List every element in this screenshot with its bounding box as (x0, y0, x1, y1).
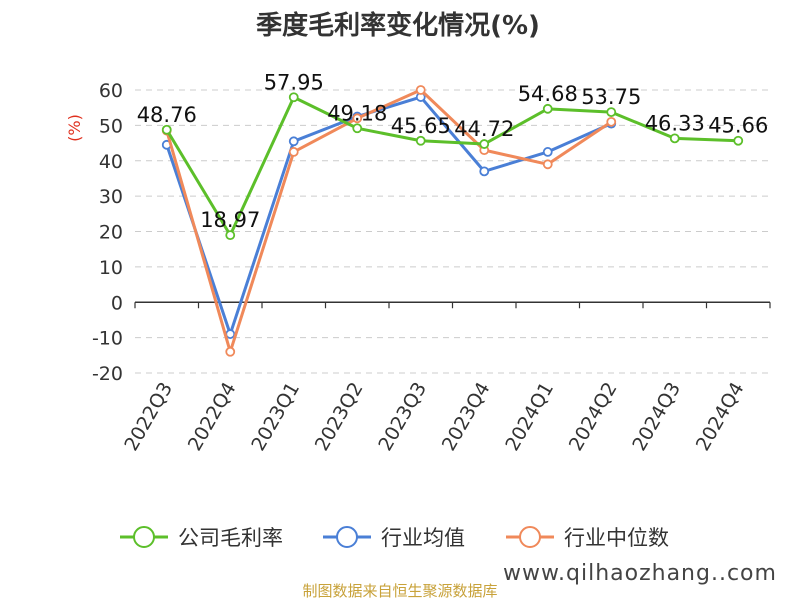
data-point (669, 133, 680, 144)
x-tick-label: 2024Q1 (501, 379, 558, 455)
data-point (161, 124, 172, 135)
data-point (288, 136, 299, 147)
data-point (415, 85, 426, 95)
y-tick-label: 30 (99, 186, 123, 208)
x-tick-label: 2024Q4 (692, 379, 749, 455)
series (161, 85, 744, 357)
y-tick-label: -20 (92, 363, 123, 385)
data-label: 54.68 (518, 82, 578, 106)
data-label: 57.95 (264, 70, 324, 94)
legend-label: 行业均值 (381, 526, 465, 550)
legend-marker (133, 526, 155, 548)
watermark: www.qilhaozhang..com (503, 561, 777, 586)
y-tick-label: 60 (99, 80, 123, 102)
data-point (225, 230, 236, 241)
x-tick-label: 2022Q4 (184, 379, 241, 455)
gridlines (135, 89, 770, 374)
y-tick-label: -10 (92, 328, 123, 350)
data-point (606, 107, 617, 118)
y-tick-label: 50 (99, 115, 123, 137)
x-tick-label: 2023Q3 (374, 379, 431, 455)
x-tick-label: 2023Q4 (438, 379, 495, 455)
y-axis-label: (%) (65, 114, 84, 142)
data-point (542, 159, 553, 170)
data-label: 45.65 (391, 114, 451, 138)
data-label: 45.66 (708, 114, 768, 138)
y-tick-label: 40 (99, 151, 123, 173)
data-point (415, 135, 426, 146)
data-point (479, 139, 490, 149)
series-line (165, 88, 613, 354)
legend: 公司毛利率 行业均值 行业中位数 (120, 526, 669, 550)
legend-marker (519, 526, 541, 548)
data-point (225, 346, 236, 357)
data-point (606, 116, 617, 127)
data-label: 18.97 (200, 208, 260, 232)
legend-label: 公司毛利率 (178, 526, 283, 550)
y-tick-label: 20 (99, 222, 123, 244)
source-note: 制图数据来自恒生聚源数据库 (302, 582, 497, 600)
legend-marker (336, 526, 358, 548)
data-point (352, 123, 363, 134)
x-tick-label: 2024Q2 (565, 379, 622, 455)
data-label: 46.33 (645, 111, 705, 135)
chart-title: 季度毛利率变化情况(%) (256, 10, 540, 41)
data-point (542, 103, 553, 114)
data-point (479, 166, 490, 177)
legend-label: 行业中位数 (564, 526, 669, 550)
y-tick-label: 0 (111, 292, 123, 314)
data-label: 48.76 (137, 103, 197, 127)
x-tick-label: 2023Q1 (247, 379, 304, 455)
y-tick-label: 10 (99, 257, 123, 279)
x-tick-label: 2022Q3 (120, 379, 177, 455)
series-line (165, 95, 739, 237)
x-tick-label: 2023Q2 (311, 379, 368, 455)
data-point (542, 147, 553, 157)
data-label: 44.72 (454, 117, 514, 141)
data-point (733, 135, 744, 146)
data-point (288, 92, 299, 103)
data-label: 49.18 (327, 101, 387, 125)
data-point (352, 113, 363, 124)
series-line (165, 95, 612, 336)
data-point (288, 147, 299, 157)
x-tick-label: 2024Q3 (628, 379, 685, 455)
data-label: 53.75 (581, 85, 641, 109)
